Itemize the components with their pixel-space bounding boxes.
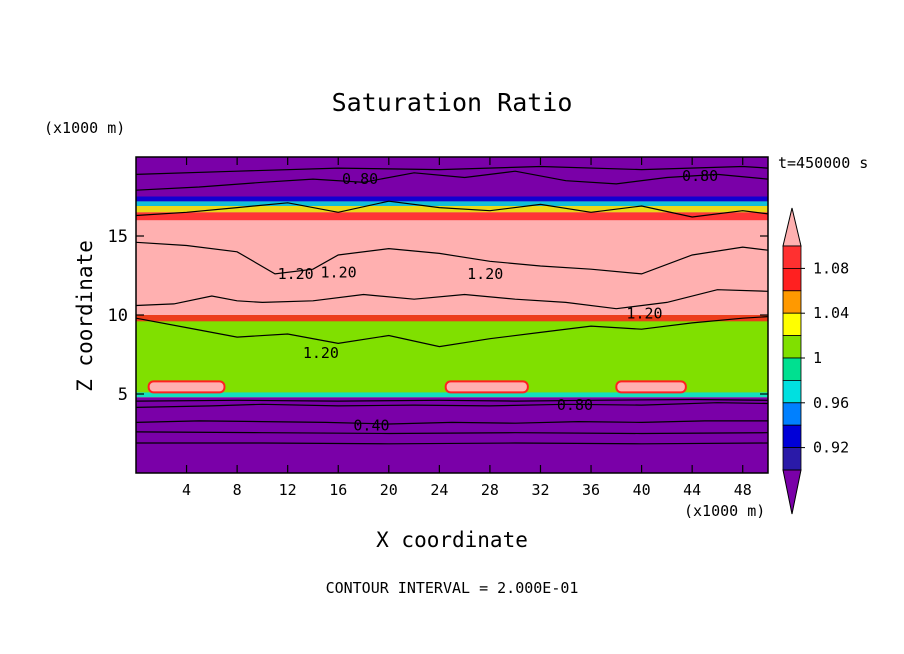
colorbar-segment-1 (782, 267, 802, 292)
field-layer-0 (136, 397, 768, 473)
colorbar-arrow-low (782, 469, 802, 515)
y-axis-ticks: 5 10 15 (108, 227, 768, 405)
field-stripe-5 (136, 392, 768, 398)
contour-line-0 (136, 420, 768, 425)
contour-label-2: 1.20 (278, 265, 314, 283)
colorbar-tick-label-1: 0.96 (813, 394, 849, 412)
colorbar-arrow-high (782, 207, 802, 247)
x-unit-label: (x1000 m) (684, 502, 765, 520)
x-tick-label-1: 8 (233, 481, 242, 499)
colorbar-segment-0 (782, 245, 802, 269)
supersaturated-blob-2 (615, 380, 687, 394)
colorbar-tick-label-4: 1.08 (813, 259, 849, 277)
colorbar-tick-label-0: 0.92 (813, 439, 849, 457)
x-tick-label-5: 24 (430, 481, 448, 499)
colorbar-segment-3 (782, 312, 802, 337)
colorbar-segment-5 (782, 357, 802, 381)
contour-label-8: 0.40 (353, 417, 389, 435)
heatmap-field (136, 157, 768, 473)
colorbar: 0.92 0.96 1 1.04 1.08 (782, 207, 849, 515)
x-tick-label-3: 16 (329, 481, 347, 499)
colorbar-segment-7 (782, 402, 802, 426)
x-tick-label-6: 28 (481, 481, 499, 499)
x-tick-label-7: 32 (531, 481, 549, 499)
contour-labels: 0.80 0.80 1.20 1.20 1.20 1.20 1.20 0.80 0.40 (278, 167, 719, 435)
field-stripe-3 (136, 196, 768, 202)
contour-line-6 (136, 241, 768, 275)
contour-label-4: 1.20 (467, 265, 503, 283)
colorbar-segment-9 (782, 447, 802, 471)
y-axis-label: Z coordinate (73, 240, 97, 392)
y-tick-label-2: 15 (108, 227, 128, 247)
contour-line-2 (136, 442, 768, 445)
x-axis-ticks: 4 8 12 16 20 24 28 32 36 40 44 48 (182, 157, 752, 499)
z-unit-label: (x1000 m) (44, 119, 125, 137)
field-stripe-2 (136, 201, 768, 206)
contour-label-7: 0.80 (557, 396, 593, 414)
contour-label-0: 0.80 (342, 170, 378, 188)
contour-line-10 (136, 316, 768, 348)
x-tick-label-9: 40 (633, 481, 651, 499)
chart-title: Saturation Ratio (332, 88, 573, 117)
contour-line-3 (136, 402, 768, 408)
contour-label-3: 1.20 (321, 263, 357, 281)
colorbar-segment-2 (782, 290, 802, 314)
field-stripe-1 (136, 205, 768, 213)
x-tick-label-8: 36 (582, 481, 600, 499)
contour-label-1: 0.80 (682, 167, 718, 185)
x-axis-label: X coordinate (376, 528, 528, 552)
contour-interval-footer: CONTOUR INTERVAL = 2.000E-01 (326, 579, 579, 597)
colorbar-tick-label-3: 1.04 (813, 304, 849, 322)
supersaturated-blob-1 (444, 380, 529, 394)
x-tick-label-11: 48 (734, 481, 752, 499)
contour-label-6: 1.20 (303, 344, 339, 362)
colorbar-segment-6 (782, 379, 802, 404)
contour-line-9 (136, 165, 768, 175)
x-tick-label-0: 4 (182, 481, 191, 499)
contour-line-5 (136, 289, 768, 310)
x-tick-label-2: 12 (279, 481, 297, 499)
field-layer-2 (136, 212, 768, 315)
x-tick-label-4: 20 (380, 481, 398, 499)
field-stripe-0 (136, 212, 768, 221)
colorbar-segment-8 (782, 424, 802, 449)
contour-line-8 (136, 170, 768, 191)
contour-line-7 (136, 200, 768, 218)
supersaturated-blob-0 (147, 380, 226, 394)
contour-lines (136, 165, 768, 445)
field-stripe-4 (136, 315, 768, 322)
y-tick-label-0: 5 (118, 385, 128, 405)
contour-line-4 (136, 398, 768, 402)
contour-line-1 (136, 431, 768, 435)
time-label: t=450000 s (778, 154, 868, 172)
x-tick-label-10: 44 (683, 481, 701, 499)
contour-label-5: 1.20 (626, 304, 662, 322)
y-tick-label-1: 10 (108, 306, 128, 326)
colorbar-tick-label-2: 1 (813, 349, 822, 367)
colorbar-segment-4 (782, 335, 802, 359)
